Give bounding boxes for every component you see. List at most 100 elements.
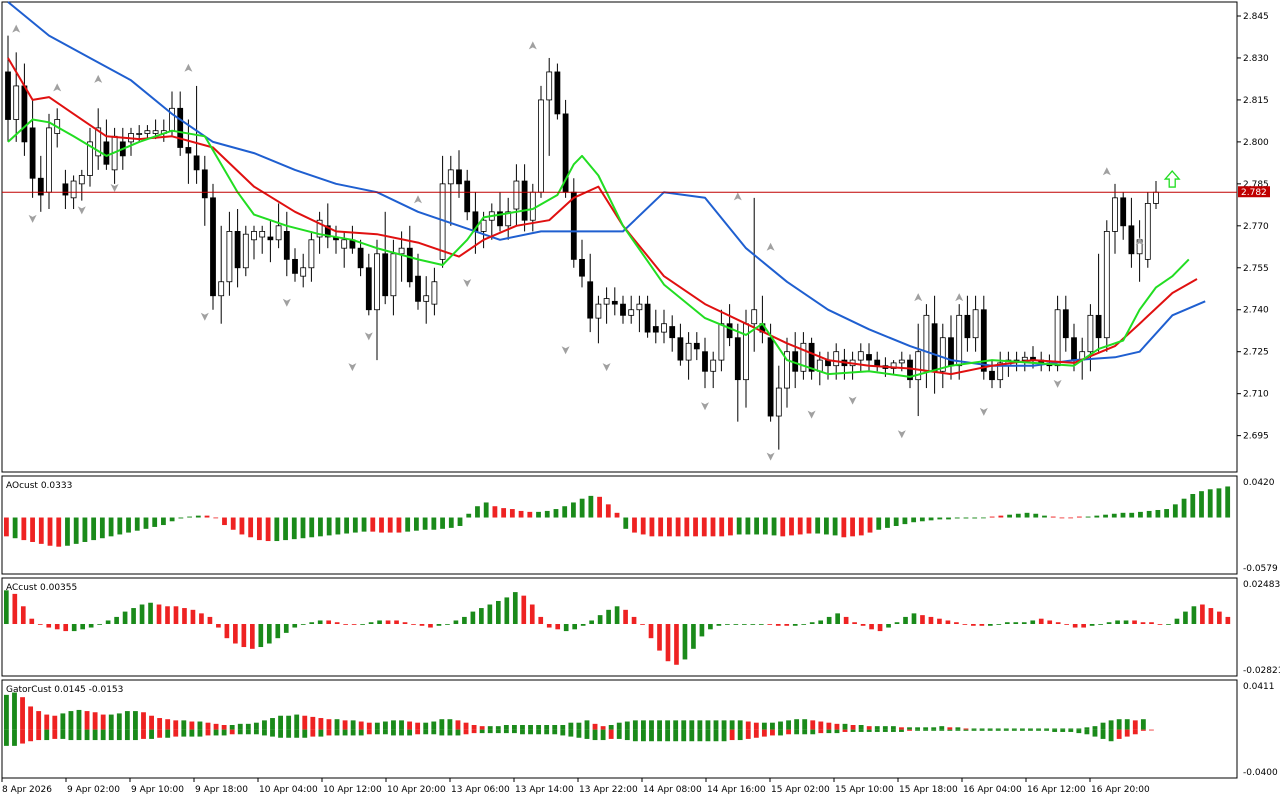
histogram-bar xyxy=(518,510,524,518)
histogram-bar xyxy=(80,624,86,630)
histogram-bar xyxy=(1081,624,1086,628)
candle-body xyxy=(185,147,192,154)
histogram-bar xyxy=(1138,511,1143,518)
gator-upper-bar xyxy=(503,725,509,730)
histogram-bar xyxy=(239,517,245,535)
histogram-bar xyxy=(1140,622,1146,625)
time-tick-label: 13 Apr 14:00 xyxy=(515,785,574,795)
candle-body xyxy=(5,71,11,120)
histogram-bar xyxy=(806,517,812,534)
histogram-bar xyxy=(937,517,943,520)
histogram-bar xyxy=(12,517,18,539)
histogram-bar xyxy=(20,606,26,625)
histogram-bar xyxy=(216,624,221,628)
ac-axis: 0.02483 -0.02821 xyxy=(1243,580,1280,676)
gator-pane[interactable]: GatorCust 0.0145 -0.0153 0.0411 -0.0400 xyxy=(1,679,1278,779)
histogram-bar xyxy=(789,517,794,536)
gator-upper-bar xyxy=(108,714,114,730)
histogram-bar xyxy=(1094,515,1100,518)
time-tick-label: 9 Apr 02:00 xyxy=(67,785,120,795)
gator-lower-bar xyxy=(1019,729,1025,731)
gator-upper-bar xyxy=(439,719,445,730)
gator-upper-bar xyxy=(382,721,388,730)
gator-lower-bar xyxy=(36,729,42,741)
histogram-bar xyxy=(563,624,569,632)
histogram-bar xyxy=(876,517,882,530)
histogram-bar xyxy=(658,517,664,537)
histogram-bar xyxy=(536,511,541,518)
histogram-bar xyxy=(265,517,271,542)
gator-lower-bar xyxy=(536,729,542,735)
gator-lower-bar xyxy=(1132,729,1138,735)
histogram-bar xyxy=(1123,620,1129,625)
price-pane[interactable]: 2.845 2.830 2.815 2.800 2.785 2.770 2.755 2.740… xyxy=(1,1,1270,473)
gator-upper-bar xyxy=(431,721,437,730)
histogram-bar xyxy=(46,624,52,628)
histogram-bar xyxy=(431,517,437,530)
histogram-bar xyxy=(579,498,585,518)
histogram-bar xyxy=(1172,504,1178,518)
histogram-bar xyxy=(1111,513,1117,518)
gator-lower-bar xyxy=(205,729,211,736)
histogram-bar xyxy=(693,517,698,537)
histogram-bar xyxy=(1225,616,1231,625)
candle-body xyxy=(341,239,348,249)
candle-body xyxy=(997,362,1004,381)
gator-upper-bar xyxy=(479,726,485,730)
gator-upper-bar xyxy=(794,719,800,730)
candle-body xyxy=(1153,191,1159,204)
histogram-bar xyxy=(394,620,399,625)
price-tick-label: 2.815 xyxy=(1243,96,1269,106)
histogram-bar xyxy=(580,624,586,626)
gator-lower-bar xyxy=(181,729,187,737)
candle-body xyxy=(669,326,676,339)
candle-body xyxy=(554,71,561,115)
histogram-bar xyxy=(1089,624,1095,626)
ac-pane[interactable]: ACcust 0.00355 0.02483 -0.02821 xyxy=(1,577,1280,677)
candle-body xyxy=(726,323,733,339)
histogram-bar xyxy=(780,517,786,537)
gator-upper-bar xyxy=(1019,728,1025,730)
candle-body xyxy=(374,253,380,311)
gator-lower-bar xyxy=(1108,729,1114,742)
histogram-bar xyxy=(37,624,43,625)
gator-upper-bar xyxy=(608,725,614,730)
candle-body xyxy=(898,359,905,364)
candle-body xyxy=(1103,231,1110,339)
histogram-bar xyxy=(674,624,679,665)
histogram-bar xyxy=(963,517,969,519)
gator-upper-bar xyxy=(673,720,679,730)
buy-signal-arrow-icon xyxy=(1163,170,1181,188)
gator-upper-bar xyxy=(987,728,993,730)
gator-upper-bar xyxy=(205,722,211,730)
gator-upper-bar xyxy=(753,722,759,730)
histogram-bar xyxy=(161,517,166,526)
histogram-bar xyxy=(165,606,170,625)
gator-lower-bar xyxy=(874,729,880,732)
gator-lower-bar xyxy=(511,729,517,734)
ao-pane[interactable]: AOcust 0.0333 0.0420 -0.0579 xyxy=(1,475,1278,575)
gator-upper-bar xyxy=(681,720,687,730)
histogram-bar xyxy=(97,624,102,625)
gator-upper-bar xyxy=(568,722,574,730)
gator-upper-bar xyxy=(1140,719,1146,730)
histogram-bar xyxy=(483,502,489,518)
histogram-bar xyxy=(911,613,917,625)
candle-body xyxy=(177,107,184,148)
gator-upper-bar xyxy=(463,722,469,730)
gator-lower-bar xyxy=(794,729,800,735)
gator-lower-bar xyxy=(713,729,719,742)
gator-lower-bar xyxy=(399,729,404,736)
histogram-bar xyxy=(529,604,535,625)
histogram-bar xyxy=(1191,606,1197,625)
histogram-bar xyxy=(1225,486,1231,518)
gator-upper-bar xyxy=(963,728,969,730)
gator-upper-bar xyxy=(1003,728,1009,730)
candle-body xyxy=(210,197,216,297)
gator-lower-bar xyxy=(157,729,163,738)
fractal-down-arrow-icon xyxy=(602,363,611,372)
gator-lower-bar xyxy=(971,729,977,731)
histogram-bar xyxy=(405,517,411,532)
candle-body xyxy=(292,258,298,274)
